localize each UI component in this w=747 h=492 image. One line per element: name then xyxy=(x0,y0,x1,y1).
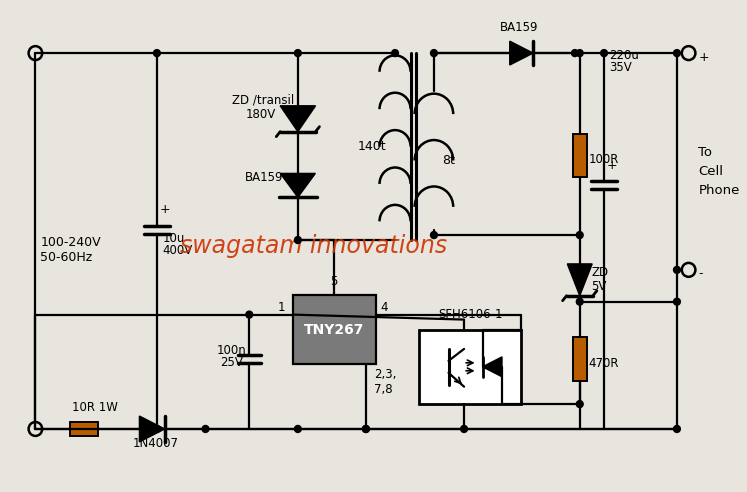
Text: 5: 5 xyxy=(330,275,338,288)
Circle shape xyxy=(577,232,583,239)
Text: 1: 1 xyxy=(277,301,285,313)
Circle shape xyxy=(577,298,583,305)
Circle shape xyxy=(430,232,437,239)
Text: 10R 1W: 10R 1W xyxy=(72,401,118,414)
Circle shape xyxy=(391,50,398,57)
Circle shape xyxy=(674,266,681,274)
Polygon shape xyxy=(280,173,315,197)
Text: 8t: 8t xyxy=(441,154,455,167)
Text: SFH6106-1: SFH6106-1 xyxy=(438,308,503,321)
Circle shape xyxy=(294,237,301,244)
Circle shape xyxy=(246,311,252,318)
Text: +: + xyxy=(607,159,618,172)
Text: To
Cell
Phone: To Cell Phone xyxy=(698,146,740,197)
Circle shape xyxy=(154,50,161,57)
Text: BA159: BA159 xyxy=(244,171,283,184)
Text: ZD: ZD xyxy=(592,266,609,279)
Circle shape xyxy=(461,426,468,432)
Bar xyxy=(419,330,521,404)
Text: 25V: 25V xyxy=(220,356,243,369)
Bar xyxy=(70,422,98,436)
Circle shape xyxy=(430,50,437,57)
Text: TNY267: TNY267 xyxy=(304,323,365,337)
Text: 100n: 100n xyxy=(216,344,246,357)
Text: ZD /transil: ZD /transil xyxy=(232,94,294,107)
Circle shape xyxy=(601,50,607,57)
Polygon shape xyxy=(280,106,315,132)
Text: swagatam innovations: swagatam innovations xyxy=(180,234,447,258)
Text: 2,3,
7,8: 2,3, 7,8 xyxy=(374,369,396,396)
Circle shape xyxy=(362,426,369,432)
Polygon shape xyxy=(509,41,533,65)
Text: 140t: 140t xyxy=(358,140,387,153)
Circle shape xyxy=(362,426,369,432)
Circle shape xyxy=(294,50,301,57)
Text: 470R: 470R xyxy=(589,357,619,370)
Text: 220u: 220u xyxy=(609,49,639,62)
Text: BA159: BA159 xyxy=(500,21,539,34)
Text: 1N4007: 1N4007 xyxy=(133,437,179,450)
Polygon shape xyxy=(140,416,164,442)
Bar xyxy=(573,338,586,381)
Bar xyxy=(293,295,376,365)
Circle shape xyxy=(674,298,681,305)
Text: 100R: 100R xyxy=(589,153,619,166)
Text: 4: 4 xyxy=(380,301,388,313)
Text: 180V: 180V xyxy=(245,108,276,121)
Text: 10u: 10u xyxy=(163,232,185,245)
Text: +: + xyxy=(698,51,709,63)
Text: 5V: 5V xyxy=(592,280,607,293)
Circle shape xyxy=(571,50,578,57)
Text: 35V: 35V xyxy=(609,61,632,74)
Circle shape xyxy=(294,426,301,432)
Circle shape xyxy=(577,400,583,407)
Text: 400V: 400V xyxy=(163,244,193,257)
Circle shape xyxy=(577,50,583,57)
Text: -: - xyxy=(698,267,703,280)
Polygon shape xyxy=(483,357,502,377)
Text: +: + xyxy=(160,203,170,216)
Circle shape xyxy=(674,50,681,57)
Circle shape xyxy=(674,426,681,432)
Circle shape xyxy=(154,426,161,432)
Polygon shape xyxy=(567,264,592,296)
Text: 100-240V
50-60Hz: 100-240V 50-60Hz xyxy=(40,236,101,264)
Circle shape xyxy=(202,426,209,432)
Bar xyxy=(573,134,586,178)
